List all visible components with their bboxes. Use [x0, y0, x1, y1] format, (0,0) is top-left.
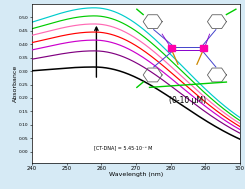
Text: [CT-DNA] = 5.45·10⁻⁵ M: [CT-DNA] = 5.45·10⁻⁵ M: [94, 145, 153, 150]
Y-axis label: Absorbance: Absorbance: [12, 64, 17, 102]
X-axis label: Wavelength (nm): Wavelength (nm): [109, 172, 163, 177]
Text: (0-10 μM): (0-10 μM): [169, 96, 206, 105]
FancyBboxPatch shape: [168, 45, 175, 51]
FancyBboxPatch shape: [199, 45, 207, 51]
